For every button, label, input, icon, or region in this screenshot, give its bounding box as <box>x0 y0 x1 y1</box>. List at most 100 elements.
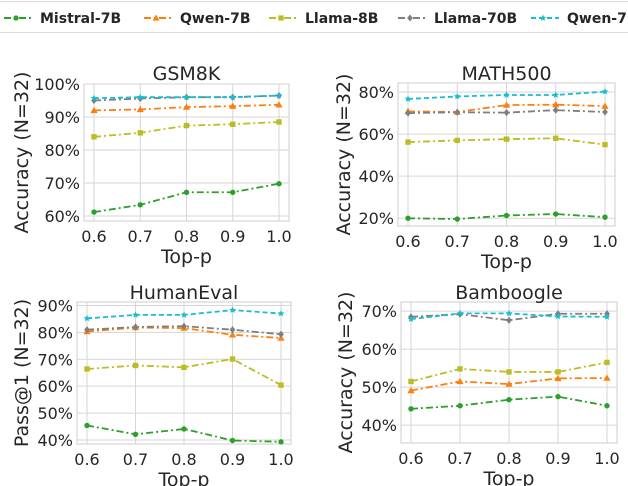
series-llama-8b <box>91 119 282 140</box>
x-tick-label: 0.9 <box>220 450 245 469</box>
x-tick-label: 0.7 <box>123 450 148 469</box>
data-point-llama-8b <box>408 378 414 385</box>
data-point-mistral-7b <box>454 216 460 222</box>
data-point-llama-70b <box>132 323 139 331</box>
x-tick-label: 0.9 <box>545 449 570 468</box>
data-point-qwen-72b <box>229 306 236 313</box>
data-point-qwen-72b <box>180 311 188 318</box>
data-point-mistral-7b <box>278 439 284 445</box>
data-point-mistral-7b <box>602 214 608 220</box>
data-point-qwen-72b <box>601 88 609 95</box>
data-point-llama-70b <box>91 96 97 105</box>
data-point-mistral-7b <box>506 396 512 403</box>
data-point-mistral-7b <box>276 180 282 187</box>
data-point-qwen-72b <box>90 94 98 102</box>
y-tick-label: 70% <box>37 350 73 369</box>
data-point-mistral-7b <box>457 403 463 409</box>
data-point-qwen-7b <box>601 102 609 109</box>
data-point-qwen-72b <box>503 91 510 98</box>
series-qwen-72b <box>83 306 285 322</box>
data-point-qwen-7b <box>407 386 415 394</box>
x-tick-label: 0.6 <box>81 227 106 246</box>
data-point-llama-8b <box>181 364 187 371</box>
x-tick-label: 0.8 <box>494 232 519 251</box>
legend-entry-mistral-7b: Mistral-7B <box>4 11 121 27</box>
y-axis-label: Accuracy (N=32) <box>11 72 33 234</box>
data-point-qwen-7b <box>505 380 513 387</box>
data-point-qwen-7b <box>229 102 237 109</box>
legend-label-llama-8b: Llama-8B <box>305 11 378 27</box>
x-tick-label: 0.7 <box>128 227 153 246</box>
data-point-llama-70b <box>181 322 187 330</box>
y-tick-label: 70% <box>361 302 397 321</box>
series-qwen-7b <box>90 101 283 114</box>
legend-marker-diamond-icon <box>407 14 413 22</box>
x-tick-label: 1.0 <box>594 449 619 468</box>
series-llama-8b <box>408 359 610 385</box>
data-point-llama-8b <box>183 122 190 129</box>
data-point-qwen-7b <box>456 377 464 385</box>
data-point-qwen-72b <box>275 91 283 99</box>
subplot-bamboogle: 0.6 0.7 0.8 0.9 1.0 40% 50% 60% 70% Bamboogle Top-… <box>335 282 620 486</box>
data-point-qwen-72b <box>603 313 611 320</box>
data-point-llama-8b <box>503 136 510 142</box>
legend-svg: Mistral-7B Qwen-7B Llama-8B Llama-70B Qwen-7… <box>4 11 628 27</box>
y-tick-label: 60% <box>358 125 394 144</box>
data-point-mistral-7b <box>503 212 510 219</box>
series-llama-70b <box>84 322 284 338</box>
data-point-mistral-7b <box>405 215 411 221</box>
y-tick-label: 90% <box>37 296 73 315</box>
data-point-llama-8b <box>405 139 411 145</box>
data-point-llama-8b <box>506 369 512 375</box>
y-tick-label: 40% <box>361 416 397 435</box>
legend: Mistral-7B Qwen-7B Llama-8B Llama-70B Qwen-7… <box>0 1 628 33</box>
series-line-llama-8b <box>86 358 282 386</box>
data-point-mistral-7b <box>553 211 559 217</box>
series-llama-8b <box>405 135 608 148</box>
data-point-mistral-7b <box>555 393 561 400</box>
series-mistral-7b <box>84 422 284 445</box>
subplot-title: Bamboogle <box>455 282 563 304</box>
legend-entry-qwen-7b: Qwen-7B <box>144 11 251 27</box>
data-point-llama-70b <box>506 316 512 324</box>
data-point-mistral-7b <box>229 437 236 444</box>
subplot-title: HumanEval <box>130 282 239 304</box>
data-point-mistral-7b <box>84 422 90 429</box>
data-point-mistral-7b <box>230 189 236 195</box>
data-point-qwen-7b <box>603 374 611 381</box>
series-line-llama-70b <box>407 109 606 114</box>
data-point-qwen-72b <box>277 309 285 317</box>
legend-entry-qwen-72b: Qwen-72B <box>531 11 628 27</box>
x-tick-label: 1.0 <box>268 450 293 469</box>
x-tick-label: 0.9 <box>220 227 245 246</box>
data-point-llama-8b <box>132 362 139 369</box>
data-point-mistral-7b <box>137 202 143 208</box>
data-point-mistral-7b <box>604 403 610 409</box>
data-point-llama-8b <box>230 121 236 127</box>
y-tick-label: 40% <box>358 167 394 186</box>
data-point-qwen-72b <box>404 95 412 102</box>
x-tick-label: 0.9 <box>543 232 568 251</box>
x-tick-label: 0.6 <box>395 232 420 251</box>
x-tick-label: 0.8 <box>174 227 199 246</box>
legend-marker-circle-icon <box>13 15 19 21</box>
data-point-qwen-72b <box>407 315 415 323</box>
x-tick-label: 0.8 <box>496 449 521 468</box>
y-tick-label: 70% <box>44 174 80 193</box>
data-point-qwen-72b <box>505 309 513 317</box>
legend-entry-llama-70b: Llama-70B <box>398 11 517 27</box>
data-point-qwen-72b <box>183 93 190 101</box>
data-point-llama-70b <box>454 108 461 116</box>
legend-label-llama-70b: Llama-70B <box>434 11 517 27</box>
data-point-qwen-7b <box>552 101 560 108</box>
series-line-qwen-7b <box>410 377 608 392</box>
data-point-llama-70b <box>602 108 608 116</box>
data-point-llama-8b <box>278 382 284 388</box>
data-point-qwen-72b <box>132 311 139 318</box>
data-point-qwen-7b <box>228 331 237 338</box>
data-point-qwen-7b <box>554 374 562 382</box>
subplot-gsm8k: 0.6 0.7 0.8 0.9 1.0 60% 70% 80% 90% 100% GSM8K Top-… <box>11 63 292 268</box>
y-tick-label: 60% <box>37 377 73 396</box>
data-point-qwen-72b <box>229 93 237 101</box>
